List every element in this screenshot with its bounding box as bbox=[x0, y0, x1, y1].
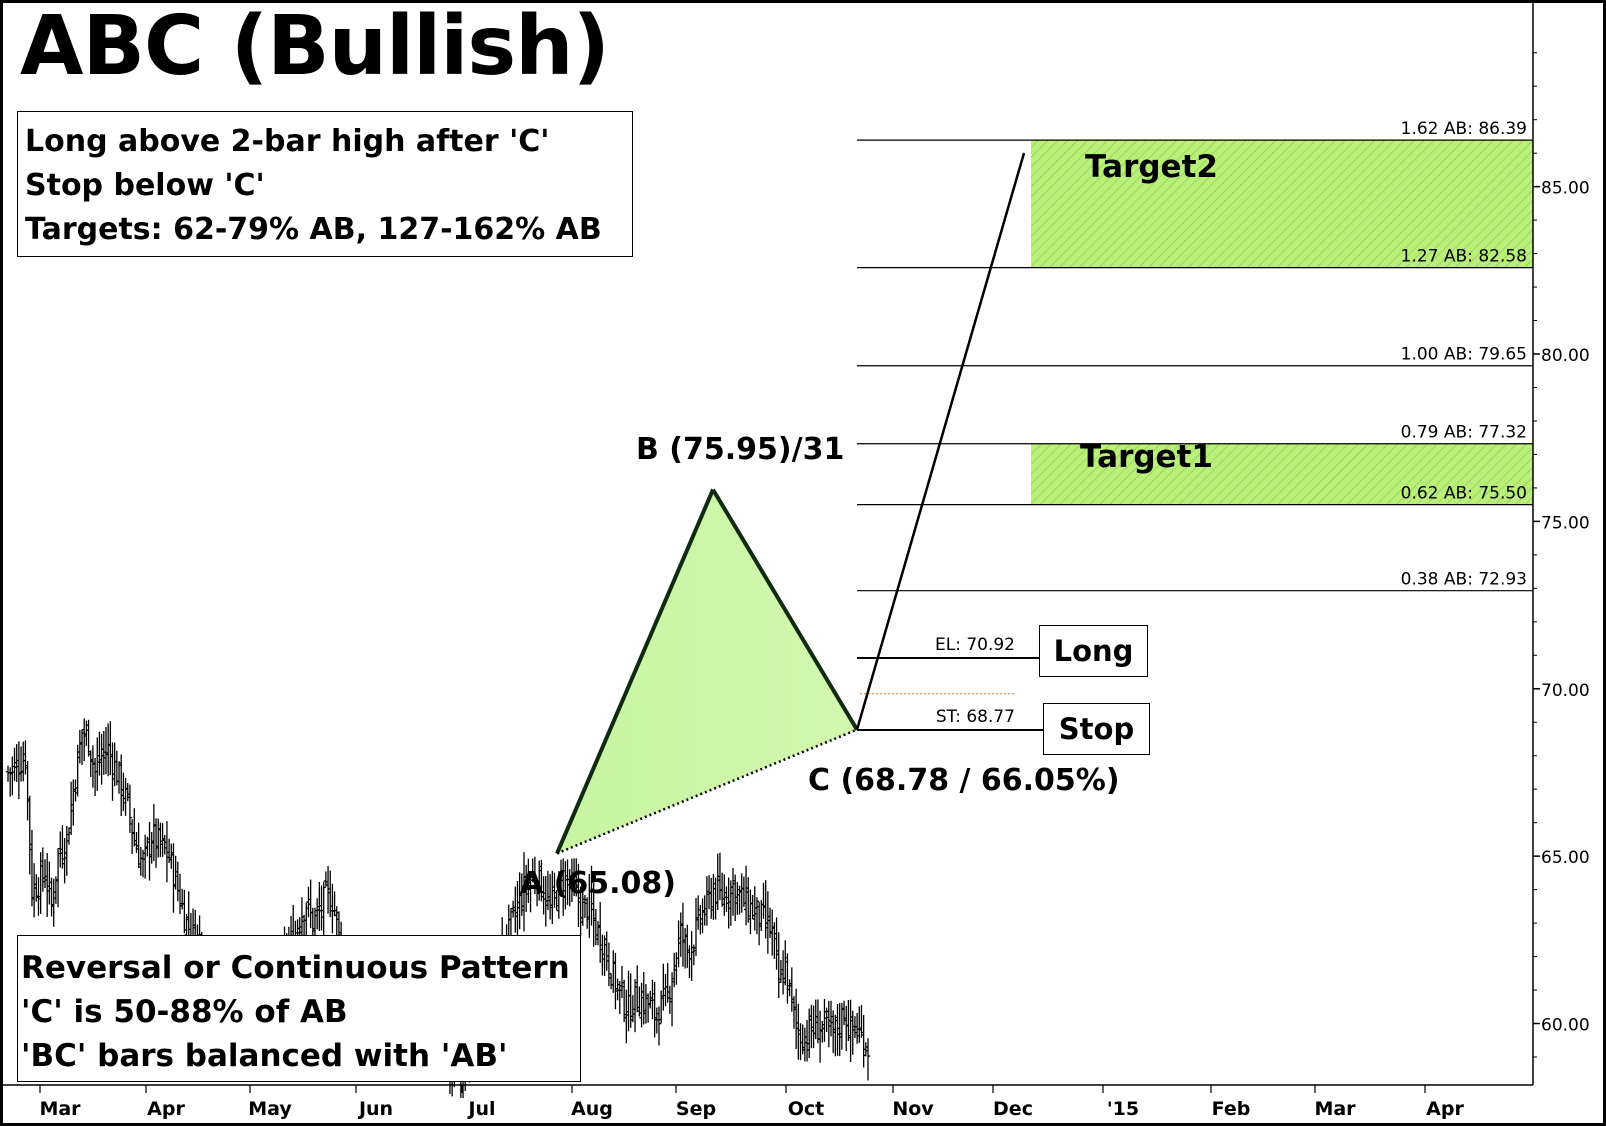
fib-level-label: 1.27 AB: 82.58 bbox=[1401, 247, 1527, 267]
x-tick-label: Jun bbox=[357, 1098, 393, 1120]
x-tick-label: Nov bbox=[892, 1098, 934, 1120]
rules-box: Long above 2-bar high after 'C' Stop bel… bbox=[17, 111, 633, 257]
y-tick-label: 85.00 bbox=[1541, 179, 1590, 199]
y-tick-label: 75.00 bbox=[1541, 513, 1590, 533]
price-bar bbox=[321, 881, 326, 936]
x-tick-label: Feb bbox=[1212, 1098, 1251, 1120]
target1-label: Target1 bbox=[1080, 439, 1213, 475]
point-label-c: C (68.78 / 66.05%) bbox=[808, 763, 1120, 798]
stop-label: ST: 68.77 bbox=[936, 707, 1015, 727]
abc-pattern-fill bbox=[557, 489, 857, 854]
fib-level-label: 1.00 AB: 79.65 bbox=[1401, 345, 1527, 365]
rules-line-3: Targets: 62-79% AB, 127-162% AB bbox=[25, 212, 602, 247]
x-tick-label: Jul bbox=[466, 1098, 495, 1120]
price-bar bbox=[754, 897, 760, 935]
fib-level-label: 0.79 AB: 77.32 bbox=[1401, 423, 1527, 443]
point-label-b: B (75.95)/31 bbox=[636, 432, 844, 467]
price-bar bbox=[865, 1038, 871, 1081]
ab-leg bbox=[555, 488, 715, 855]
rules-line-1: Long above 2-bar high after 'C' bbox=[25, 124, 550, 159]
entry-label: EL: 70.92 bbox=[935, 635, 1015, 655]
x-tick-label: Mar bbox=[1314, 1098, 1356, 1120]
cd-projection-line bbox=[855, 152, 1026, 730]
x-tick-label: Mar bbox=[39, 1098, 81, 1120]
point-label-a: A (65.08) bbox=[520, 866, 676, 901]
chart-title: ABC (Bullish) bbox=[20, 0, 610, 94]
price-bar bbox=[127, 784, 133, 833]
long-tag: Long bbox=[1039, 625, 1148, 677]
x-tick-label: Sep bbox=[676, 1098, 716, 1120]
x-tick-label: Oct bbox=[788, 1098, 825, 1120]
ac-dotted-line bbox=[556, 728, 858, 855]
bc-leg bbox=[711, 488, 859, 731]
y-tick-label: 60.00 bbox=[1541, 1016, 1590, 1036]
fib-level-label: 0.62 AB: 75.50 bbox=[1401, 484, 1527, 504]
fib-level-label: 0.38 AB: 72.93 bbox=[1401, 570, 1527, 590]
x-tick-label: Apr bbox=[1426, 1098, 1464, 1120]
price-bar bbox=[656, 1006, 662, 1046]
fib-level-label: 1.62 AB: 86.39 bbox=[1401, 119, 1527, 139]
y-tick-label: 80.00 bbox=[1541, 346, 1590, 366]
rules-line-2: Stop below 'C' bbox=[25, 168, 265, 203]
notes-line-3: 'BC' bars balanced with 'AB' bbox=[21, 1038, 508, 1074]
notes-box: Reversal or Continuous Pattern 'C' is 50… bbox=[17, 935, 581, 1082]
target1-zone bbox=[1031, 443, 1533, 505]
x-tick-label: Aug bbox=[571, 1098, 613, 1120]
y-tick-label: 65.00 bbox=[1541, 848, 1590, 868]
notes-line-1: Reversal or Continuous Pattern bbox=[21, 950, 570, 986]
y-tick-label: 70.00 bbox=[1541, 681, 1590, 701]
x-tick-label: Dec bbox=[993, 1098, 1033, 1120]
x-tick-label: Apr bbox=[147, 1098, 185, 1120]
notes-line-2: 'C' is 50-88% of AB bbox=[21, 994, 348, 1030]
x-tick-label: May bbox=[248, 1098, 292, 1120]
stop-tag: Stop bbox=[1043, 703, 1150, 755]
target2-label: Target2 bbox=[1085, 149, 1218, 185]
target2-zone bbox=[1031, 140, 1533, 268]
x-tick-label: '15 bbox=[1107, 1098, 1139, 1120]
